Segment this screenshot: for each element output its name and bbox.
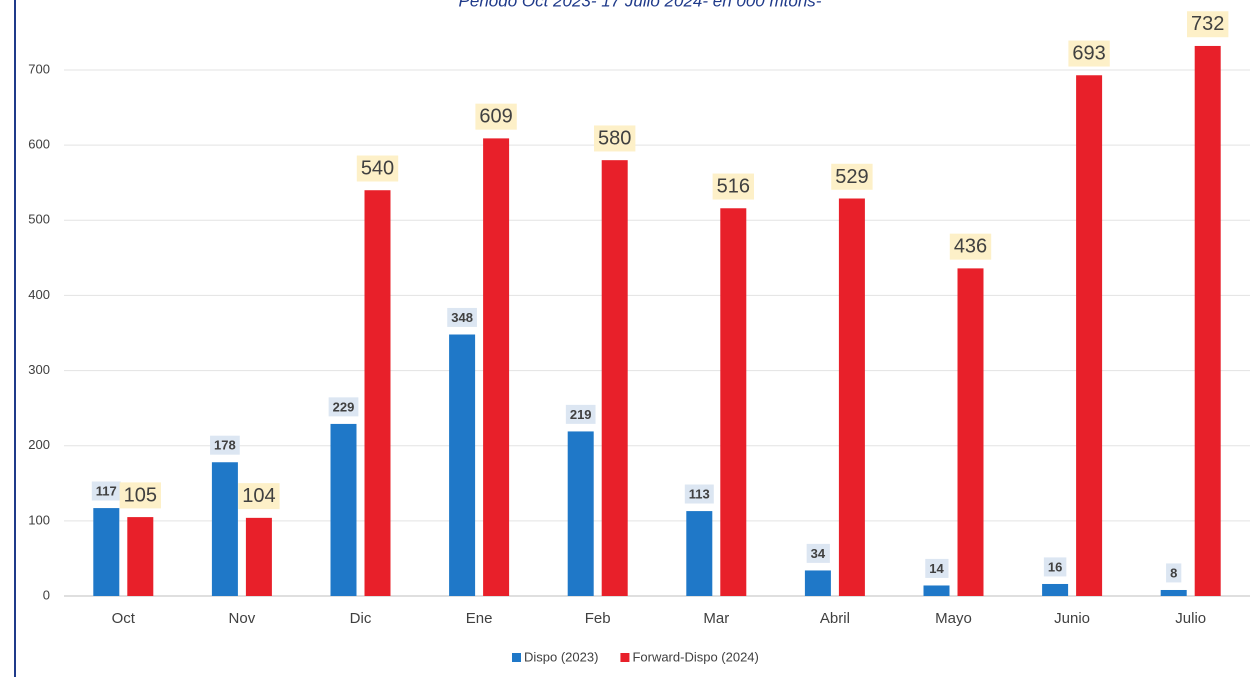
chart-subtitle: Periodo Oct 2023- 17 Julio 2024- en 000 … [459, 0, 822, 10]
bar [1076, 75, 1103, 596]
y-tick-label: 600 [28, 137, 50, 152]
bar [127, 517, 154, 596]
x-tick-label: Mayo [935, 610, 972, 627]
x-tick-label: Dic [350, 610, 372, 627]
data-label: 178 [214, 438, 236, 453]
label-bg [1068, 40, 1110, 67]
y-tick-label: 0 [43, 587, 50, 602]
label-bg [1187, 11, 1229, 38]
bar [567, 431, 594, 596]
bar [245, 517, 272, 596]
legend-label: Forward-Dispo (2024) [632, 649, 758, 664]
y-tick-label: 200 [28, 437, 50, 452]
bar [1194, 45, 1221, 596]
bar [601, 160, 628, 596]
y-tick-label: 400 [28, 287, 50, 302]
data-label: 34 [811, 546, 826, 561]
label-bg [447, 307, 477, 327]
x-tick-label: Ene [466, 610, 493, 627]
y-tick-label: 700 [28, 61, 50, 76]
label-bg [712, 173, 754, 200]
x-tick-label: Mar [703, 610, 729, 627]
data-label: 609 [479, 106, 512, 128]
x-tick-label: Abril [820, 610, 850, 627]
bar [720, 208, 747, 596]
bar [1160, 589, 1187, 596]
label-bg [356, 155, 399, 182]
data-label: 16 [1048, 559, 1062, 574]
data-label: 529 [835, 166, 868, 188]
bar [93, 508, 120, 596]
data-label: 14 [929, 561, 944, 576]
bar [957, 268, 984, 596]
bar [449, 334, 476, 596]
label-bg [831, 163, 873, 190]
label-bg [949, 233, 992, 260]
y-tick-label: 500 [28, 212, 50, 227]
bar [686, 511, 713, 596]
bar [211, 462, 238, 596]
bar [923, 585, 950, 596]
label-bg [328, 397, 359, 417]
label-bg [684, 484, 714, 504]
bar [838, 198, 865, 596]
label-bg [91, 481, 121, 501]
data-label: 219 [570, 407, 592, 422]
legend-swatch [620, 653, 630, 662]
x-tick-label: Feb [585, 610, 611, 627]
data-label: 732 [1191, 13, 1224, 35]
label-bg [594, 125, 636, 152]
label-bg [565, 404, 596, 424]
data-label: 104 [242, 485, 275, 507]
y-tick-label: 100 [28, 512, 50, 527]
x-tick-label: Junio [1054, 610, 1090, 627]
data-label: 436 [954, 236, 987, 258]
label-bg [119, 482, 161, 509]
label-bg [806, 543, 830, 563]
bar [364, 190, 391, 596]
data-label: 117 [96, 484, 117, 499]
data-label: 8 [1170, 565, 1177, 580]
bar [483, 138, 510, 596]
data-label: 113 [689, 487, 710, 502]
x-tick-label: Julio [1175, 610, 1206, 627]
label-bg [210, 435, 240, 455]
bar [330, 423, 357, 596]
label-bg [925, 558, 949, 578]
label-bg [1043, 557, 1067, 577]
label-bg [475, 103, 517, 130]
data-label: 693 [1072, 43, 1105, 65]
y-tick-label: 300 [28, 362, 50, 377]
data-label: 540 [361, 158, 394, 180]
x-tick-label: Nov [229, 610, 256, 627]
bar [1042, 583, 1069, 596]
label-bg [238, 483, 280, 510]
data-label: 580 [598, 127, 631, 149]
data-label: 105 [124, 484, 157, 506]
legend-label: Dispo (2023) [524, 649, 598, 664]
x-tick-label: Oct [112, 610, 136, 627]
data-label: 516 [717, 176, 750, 198]
data-label: 229 [333, 399, 355, 414]
label-bg [1166, 563, 1182, 583]
bar [804, 570, 831, 596]
data-label: 348 [451, 310, 473, 325]
legend-swatch [512, 653, 521, 662]
